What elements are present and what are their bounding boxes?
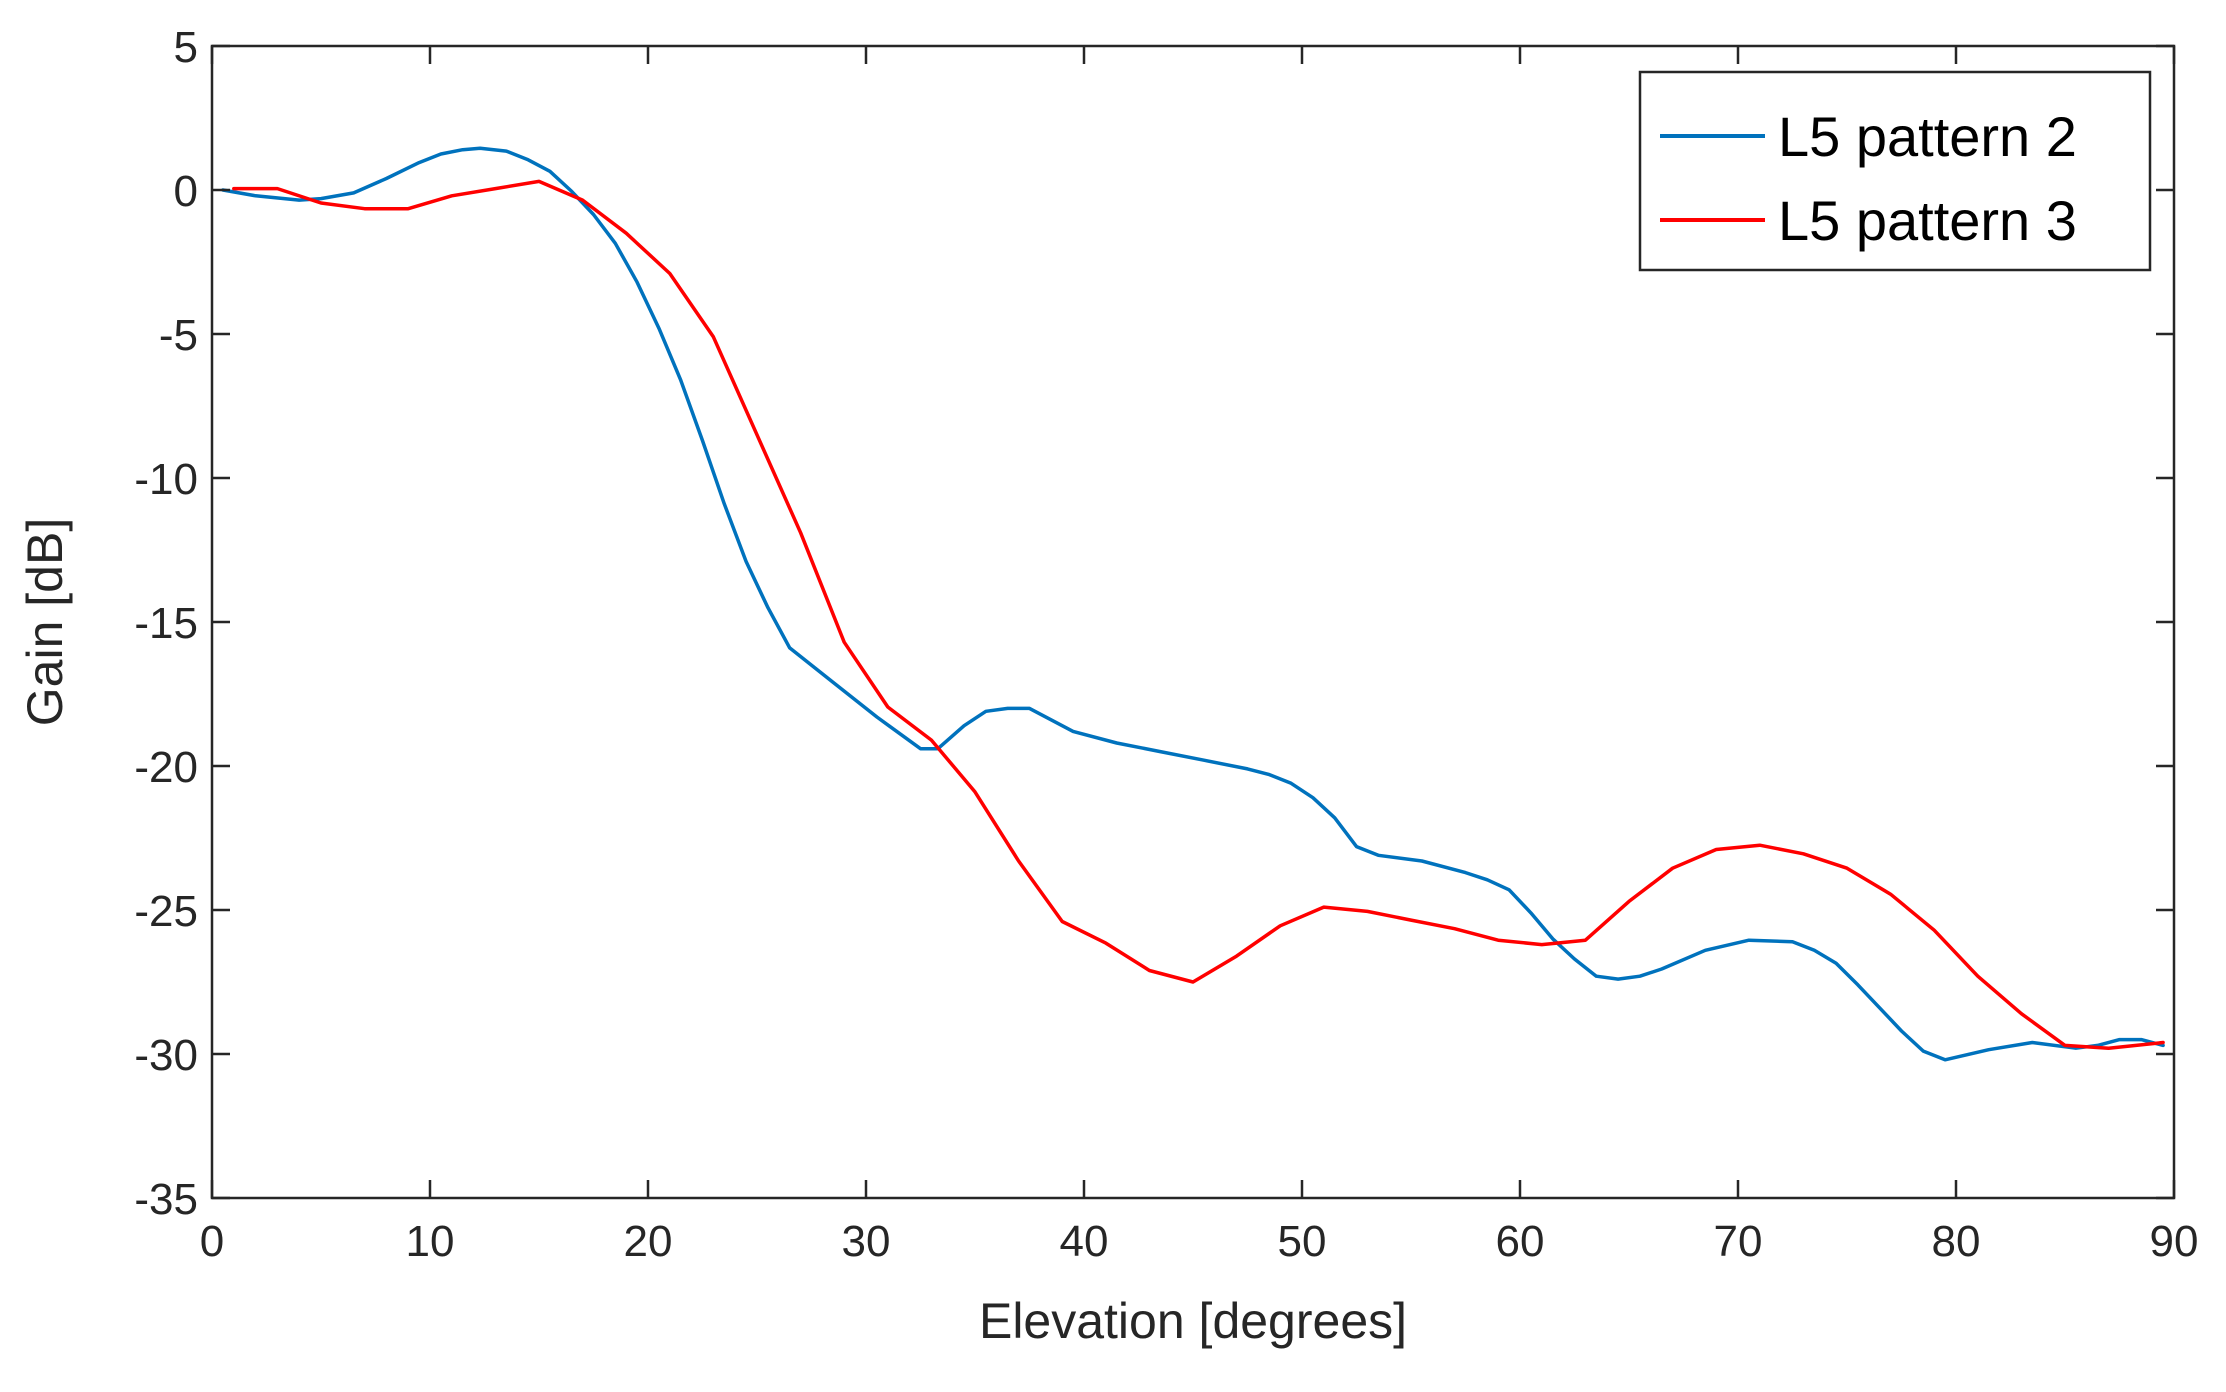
legend-label-l5-pattern-2: L5 pattern 2 — [1778, 105, 2077, 168]
x-tick-label: 90 — [2150, 1217, 2199, 1266]
y-tick-label: -35 — [134, 1175, 198, 1224]
legend-box — [1638, 70, 2152, 272]
x-tick-label: 40 — [1060, 1217, 1109, 1266]
x-tick-label: 80 — [1932, 1217, 1981, 1266]
x-tick-label: 70 — [1714, 1217, 1763, 1266]
x-axis-label: Elevation [degrees] — [979, 1293, 1407, 1349]
series-layer — [221, 146, 2165, 1062]
y-axis-label: Gain [dB] — [17, 518, 73, 726]
x-tick-label: 20 — [624, 1217, 673, 1266]
x-tick-label: 10 — [406, 1217, 455, 1266]
series-line-l5-pattern-2 — [221, 146, 2165, 1062]
y-tick-label: 0 — [174, 167, 198, 216]
y-tick-label: -5 — [159, 311, 198, 360]
y-tick-label: -10 — [134, 455, 198, 504]
y-tick-label: -30 — [134, 1031, 198, 1080]
legend: L5 pattern 2 L5 pattern 3 — [1638, 70, 2152, 272]
x-tick-label: 30 — [842, 1217, 891, 1266]
x-tick-label: 60 — [1496, 1217, 1545, 1266]
y-tick-label: -15 — [134, 599, 198, 648]
y-tick-label: -25 — [134, 887, 198, 936]
x-axis-ticks: 0 10 20 30 40 50 60 70 80 90 — [200, 46, 2199, 1266]
y-axis-ticks: 5 0 -5 -10 -15 -20 -25 -30 -35 — [134, 23, 2174, 1224]
y-tick-label: -20 — [134, 743, 198, 792]
y-tick-label: 5 — [174, 23, 198, 72]
legend-label-l5-pattern-3: L5 pattern 3 — [1778, 189, 2077, 252]
x-tick-label: 0 — [200, 1217, 224, 1266]
series-line-l5-pattern-3 — [232, 179, 2165, 1050]
x-tick-label: 50 — [1278, 1217, 1327, 1266]
